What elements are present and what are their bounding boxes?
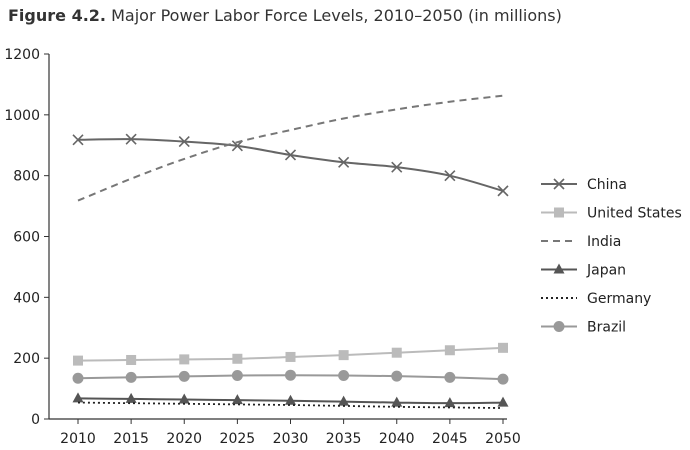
- legend-label: Brazil: [587, 320, 626, 336]
- x-tick-label: 2035: [326, 431, 362, 447]
- series-lines: [72, 94, 509, 409]
- point-japan: [125, 392, 137, 403]
- legend-item-india: India: [541, 234, 621, 250]
- point-china: [497, 185, 509, 197]
- legend-label: Japan: [586, 263, 626, 279]
- y-tick-label: 200: [13, 351, 40, 367]
- point-brazil: [125, 371, 137, 383]
- line-germany: [77, 401, 504, 409]
- legend-marker: [554, 207, 564, 218]
- point-japan: [444, 397, 456, 408]
- legend-label: United States: [587, 206, 682, 222]
- point-japan: [285, 394, 296, 405]
- y-tick-label: 0: [31, 412, 40, 428]
- legend: China United States India Japan Germany Brazi…: [541, 177, 682, 336]
- legend-item-brazil: Brazil: [541, 320, 626, 336]
- point-japan: [391, 396, 403, 407]
- x-tick-label: 2045: [432, 431, 468, 447]
- point-brazil: [338, 370, 350, 382]
- series-india: [77, 94, 504, 202]
- x-tick-label: 2020: [166, 431, 202, 447]
- point-china: [284, 149, 297, 161]
- legend-label: China: [587, 177, 627, 193]
- y-tick-label: 400: [13, 290, 40, 306]
- x-tick-label: 2010: [60, 431, 96, 447]
- point-china: [338, 156, 350, 168]
- point-united-states: [73, 355, 83, 366]
- point-japan: [178, 393, 190, 404]
- y-tick-label: 1200: [4, 47, 40, 63]
- point-china: [231, 140, 243, 152]
- point-brazil: [72, 372, 84, 384]
- line-china: [77, 138, 504, 192]
- line-india: [77, 94, 504, 202]
- point-brazil: [231, 370, 243, 382]
- legend-label: India: [587, 234, 621, 250]
- point-japan: [72, 392, 84, 403]
- x-tick-label: 2050: [485, 431, 521, 447]
- point-japan: [231, 394, 243, 405]
- legend-item-china: China: [541, 177, 627, 193]
- point-united-states: [391, 347, 402, 358]
- chart-title: Figure 4.2. Major Power Labor Force Leve…: [8, 6, 562, 25]
- legend-marker: [553, 321, 565, 332]
- point-united-states: [126, 354, 137, 365]
- legend-item-japan: Japan: [541, 263, 626, 279]
- point-united-states: [498, 342, 508, 353]
- point-china: [178, 136, 190, 148]
- point-china: [72, 134, 84, 146]
- point-united-states: [232, 353, 243, 364]
- x-tick-label: 2040: [379, 431, 415, 447]
- point-brazil: [497, 373, 509, 385]
- series-japan: [72, 392, 509, 408]
- point-japan: [338, 395, 350, 406]
- legend-item-united-states: United States: [541, 206, 682, 222]
- point-japan: [497, 396, 509, 407]
- figure-number: Figure 4.2.: [8, 6, 106, 25]
- series-china: [72, 133, 509, 197]
- y-tick-label: 1000: [4, 108, 40, 124]
- point-china: [125, 133, 137, 145]
- x-tick-label: 2030: [273, 431, 309, 447]
- legend-label: Germany: [587, 291, 651, 307]
- figure-title: Major Power Labor Force Levels, 2010–205…: [111, 6, 562, 25]
- point-united-states: [444, 345, 455, 356]
- point-china: [444, 170, 456, 182]
- series-germany: [77, 401, 504, 409]
- series-united-states: [73, 342, 508, 366]
- point-united-states: [338, 350, 349, 361]
- legend-item-germany: Germany: [541, 291, 651, 307]
- point-china: [391, 161, 403, 173]
- point-united-states: [179, 354, 190, 365]
- point-brazil: [391, 370, 403, 382]
- series-brazil: [72, 369, 509, 385]
- point-brazil: [178, 370, 190, 382]
- y-tick-label: 800: [13, 169, 40, 185]
- legend-marker: [553, 178, 565, 190]
- x-tick-label: 2025: [220, 431, 256, 447]
- y-tick-label: 600: [13, 230, 40, 246]
- point-brazil: [444, 371, 456, 383]
- point-united-states: [285, 351, 296, 362]
- axes: 0 200 400 600 800 1000 1200 2010 2015 2020 2025 203…: [4, 47, 520, 447]
- legend-marker: [553, 263, 565, 274]
- x-tick-label: 2015: [113, 431, 149, 447]
- point-brazil: [285, 369, 296, 381]
